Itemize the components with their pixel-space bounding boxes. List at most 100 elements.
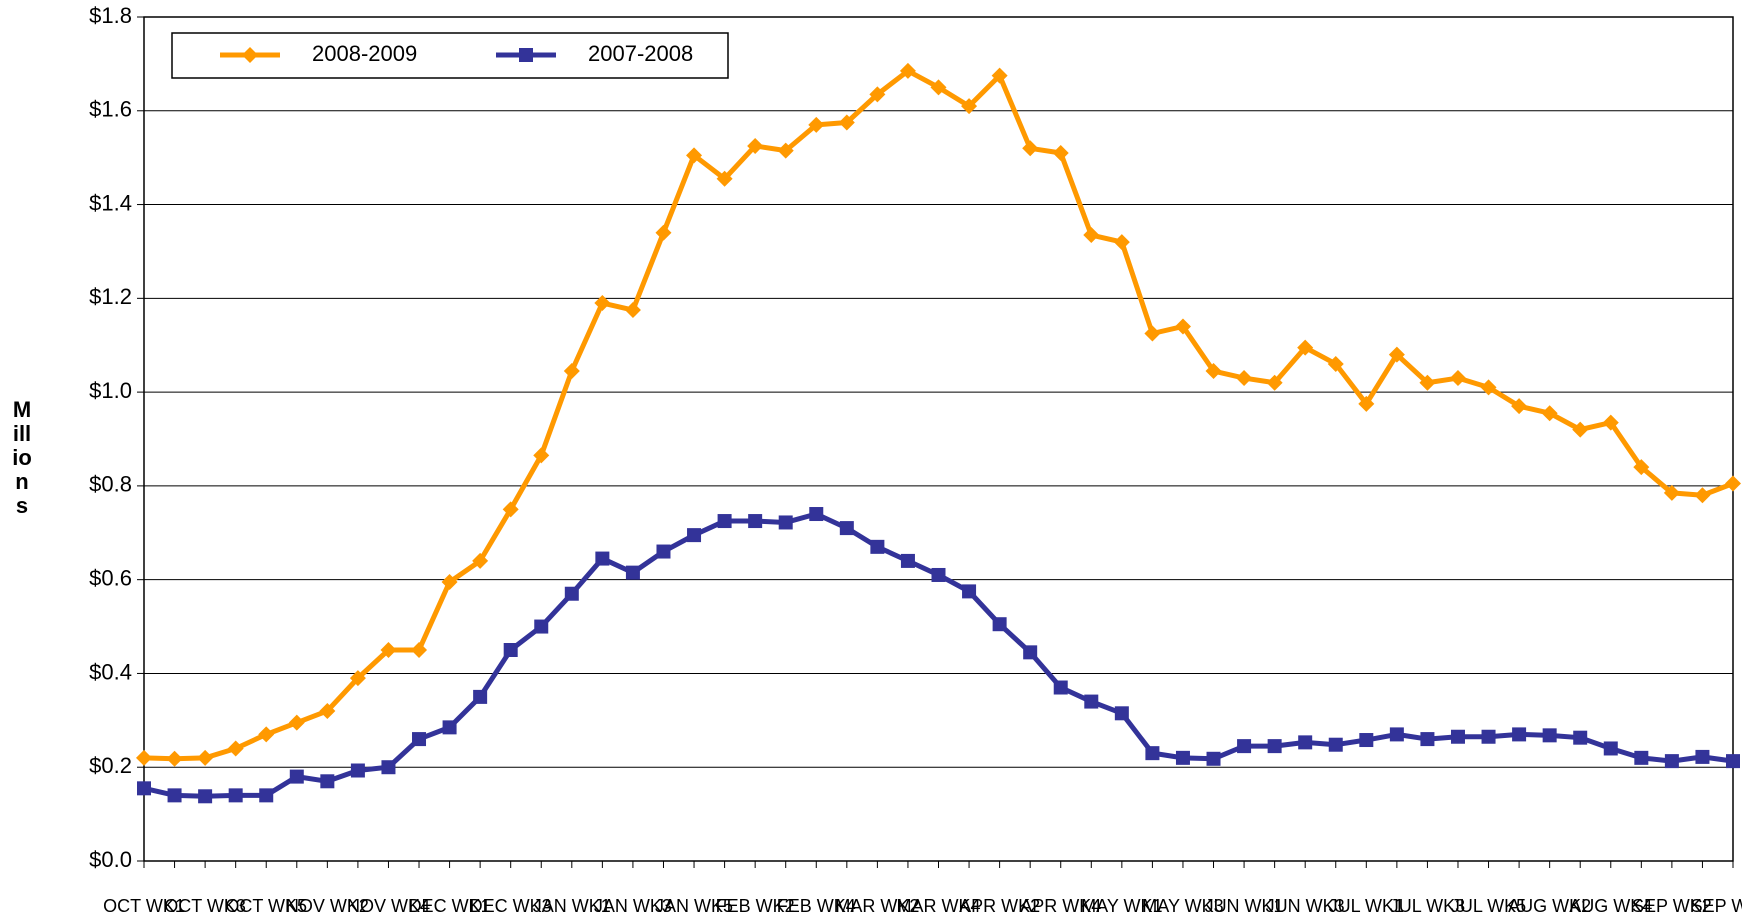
point bbox=[564, 586, 579, 601]
point bbox=[1022, 140, 1039, 157]
point bbox=[747, 137, 764, 154]
point bbox=[349, 670, 366, 687]
point bbox=[838, 114, 855, 131]
x-tick-label: AUG WK4 bbox=[1569, 896, 1652, 916]
x-tick-label: JAN WK1 bbox=[533, 896, 611, 916]
point bbox=[717, 514, 732, 529]
point bbox=[167, 788, 182, 803]
point bbox=[1633, 459, 1650, 476]
y-tick-label: $0.4 bbox=[89, 659, 132, 684]
point bbox=[595, 551, 610, 566]
x-tick-label: JUN WK3 bbox=[1266, 896, 1345, 916]
point bbox=[931, 567, 946, 582]
x-tick-label: MAY WK1 bbox=[1081, 896, 1162, 916]
point bbox=[1083, 227, 1100, 244]
point bbox=[1298, 735, 1313, 750]
point bbox=[869, 86, 886, 103]
point bbox=[899, 62, 916, 79]
point bbox=[625, 565, 640, 580]
legend-label: 2008-2009 bbox=[312, 41, 417, 66]
point bbox=[320, 774, 335, 789]
point bbox=[441, 574, 458, 591]
point bbox=[1481, 729, 1496, 744]
point bbox=[533, 447, 550, 464]
series bbox=[137, 507, 1740, 804]
point bbox=[992, 617, 1007, 632]
x-tick-label: SEP WK 4 bbox=[1691, 896, 1742, 916]
point bbox=[808, 116, 825, 133]
point bbox=[1145, 746, 1160, 761]
y-tick-label: $0.0 bbox=[89, 847, 132, 872]
legend-label: 2007-2008 bbox=[588, 41, 693, 66]
point bbox=[1725, 475, 1741, 492]
point bbox=[1542, 728, 1557, 743]
point bbox=[594, 295, 611, 312]
point bbox=[503, 643, 518, 657]
point bbox=[1236, 370, 1253, 387]
point bbox=[1113, 234, 1130, 251]
point bbox=[136, 749, 152, 766]
point bbox=[198, 789, 213, 804]
point bbox=[1389, 727, 1404, 742]
y-tick-label: $0.6 bbox=[89, 565, 132, 590]
point bbox=[411, 642, 428, 658]
x-tick-label: JUL WK1 bbox=[1329, 896, 1404, 916]
point bbox=[534, 619, 549, 634]
x-tick-label: MAR WK2 bbox=[835, 896, 919, 916]
point bbox=[1663, 484, 1680, 501]
point bbox=[1388, 346, 1405, 363]
point bbox=[1206, 751, 1221, 766]
point bbox=[1480, 379, 1497, 396]
point bbox=[1573, 730, 1588, 745]
point bbox=[137, 781, 151, 796]
point bbox=[1695, 749, 1710, 764]
x-tick-label: APR WK2 bbox=[959, 896, 1040, 916]
legend-marker bbox=[242, 47, 258, 63]
y-tick-label: $1.4 bbox=[89, 190, 132, 215]
point bbox=[1144, 325, 1161, 342]
point bbox=[1664, 754, 1679, 769]
point bbox=[1512, 727, 1527, 742]
point bbox=[1541, 405, 1558, 422]
x-tick-label: SEP WK2 bbox=[1632, 896, 1712, 916]
x-tick-label: NOV WK2 bbox=[286, 896, 369, 916]
point bbox=[655, 224, 672, 241]
point bbox=[1572, 421, 1589, 438]
point bbox=[1328, 737, 1343, 752]
point bbox=[1450, 729, 1465, 744]
series bbox=[136, 62, 1741, 767]
x-tick-label: OCT WK5 bbox=[225, 896, 307, 916]
point bbox=[1297, 339, 1314, 356]
point bbox=[656, 544, 671, 559]
point bbox=[442, 720, 457, 735]
series-line bbox=[143, 68, 1734, 762]
point bbox=[259, 788, 274, 803]
point bbox=[930, 79, 947, 96]
point bbox=[1419, 374, 1436, 391]
x-tick-label: OCT WK3 bbox=[164, 896, 246, 916]
x-tick-label: MAY WK3 bbox=[1142, 896, 1223, 916]
point bbox=[1175, 750, 1190, 765]
point bbox=[686, 147, 703, 164]
point bbox=[1237, 739, 1252, 754]
x-tick-label: AUG WK2 bbox=[1508, 896, 1591, 916]
point bbox=[412, 732, 427, 747]
point bbox=[1114, 706, 1129, 721]
x-tick-label: NOV WK4 bbox=[347, 896, 430, 916]
point bbox=[1603, 741, 1618, 756]
point bbox=[502, 501, 519, 518]
point bbox=[624, 302, 641, 319]
point bbox=[1359, 733, 1374, 748]
x-tick-label: FEB WK2 bbox=[716, 896, 795, 916]
y-tick-label: $1.6 bbox=[89, 97, 132, 122]
point bbox=[197, 749, 214, 766]
x-tick-label: OCT WK1 bbox=[103, 896, 185, 916]
point bbox=[870, 539, 885, 554]
x-tick-label: JAN WK5 bbox=[655, 896, 733, 916]
point bbox=[1358, 395, 1375, 412]
point bbox=[1327, 355, 1344, 372]
point bbox=[716, 170, 733, 187]
point bbox=[1726, 754, 1740, 769]
point bbox=[748, 514, 763, 529]
point bbox=[227, 740, 244, 757]
